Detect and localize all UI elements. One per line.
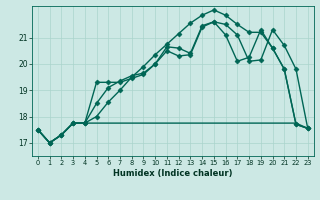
X-axis label: Humidex (Indice chaleur): Humidex (Indice chaleur) xyxy=(113,169,233,178)
